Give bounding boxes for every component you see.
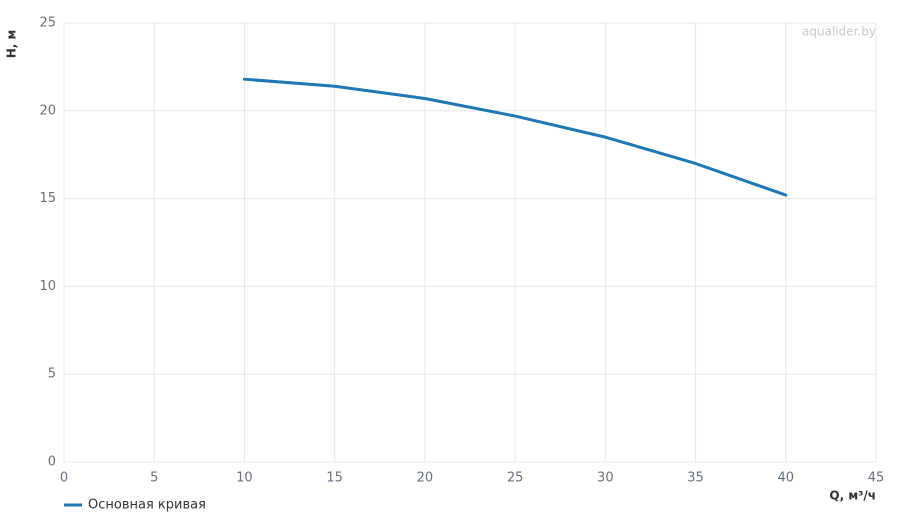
y-tick-label: 0 (48, 455, 56, 470)
x-axis-label: Q, м³/ч (829, 489, 876, 503)
y-tick-label: 5 (48, 367, 56, 382)
legend-label: Основная кривая (88, 498, 206, 513)
x-tick-label: 40 (778, 471, 795, 486)
line (242, 77, 788, 197)
watermark: aqualider.by (802, 25, 876, 39)
x-tick-label: 45 (868, 471, 885, 486)
x-tick-label: 0 (60, 471, 68, 486)
y-axis-label: H, м (5, 30, 19, 59)
x-tick-label: 5 (150, 471, 158, 486)
y-tick-label: 10 (39, 279, 56, 294)
y-tick-label: 20 (39, 103, 56, 118)
x-tick-label: 20 (417, 471, 434, 486)
x-tick-label: 30 (597, 471, 614, 486)
y-tick-label: 25 (39, 16, 56, 31)
x-tick-label: 10 (236, 471, 253, 486)
y-tick-label: 15 (39, 191, 56, 206)
x-tick-label: 25 (507, 471, 524, 486)
x-tick-label: 35 (687, 471, 704, 486)
x-tick-label: 15 (326, 471, 343, 486)
